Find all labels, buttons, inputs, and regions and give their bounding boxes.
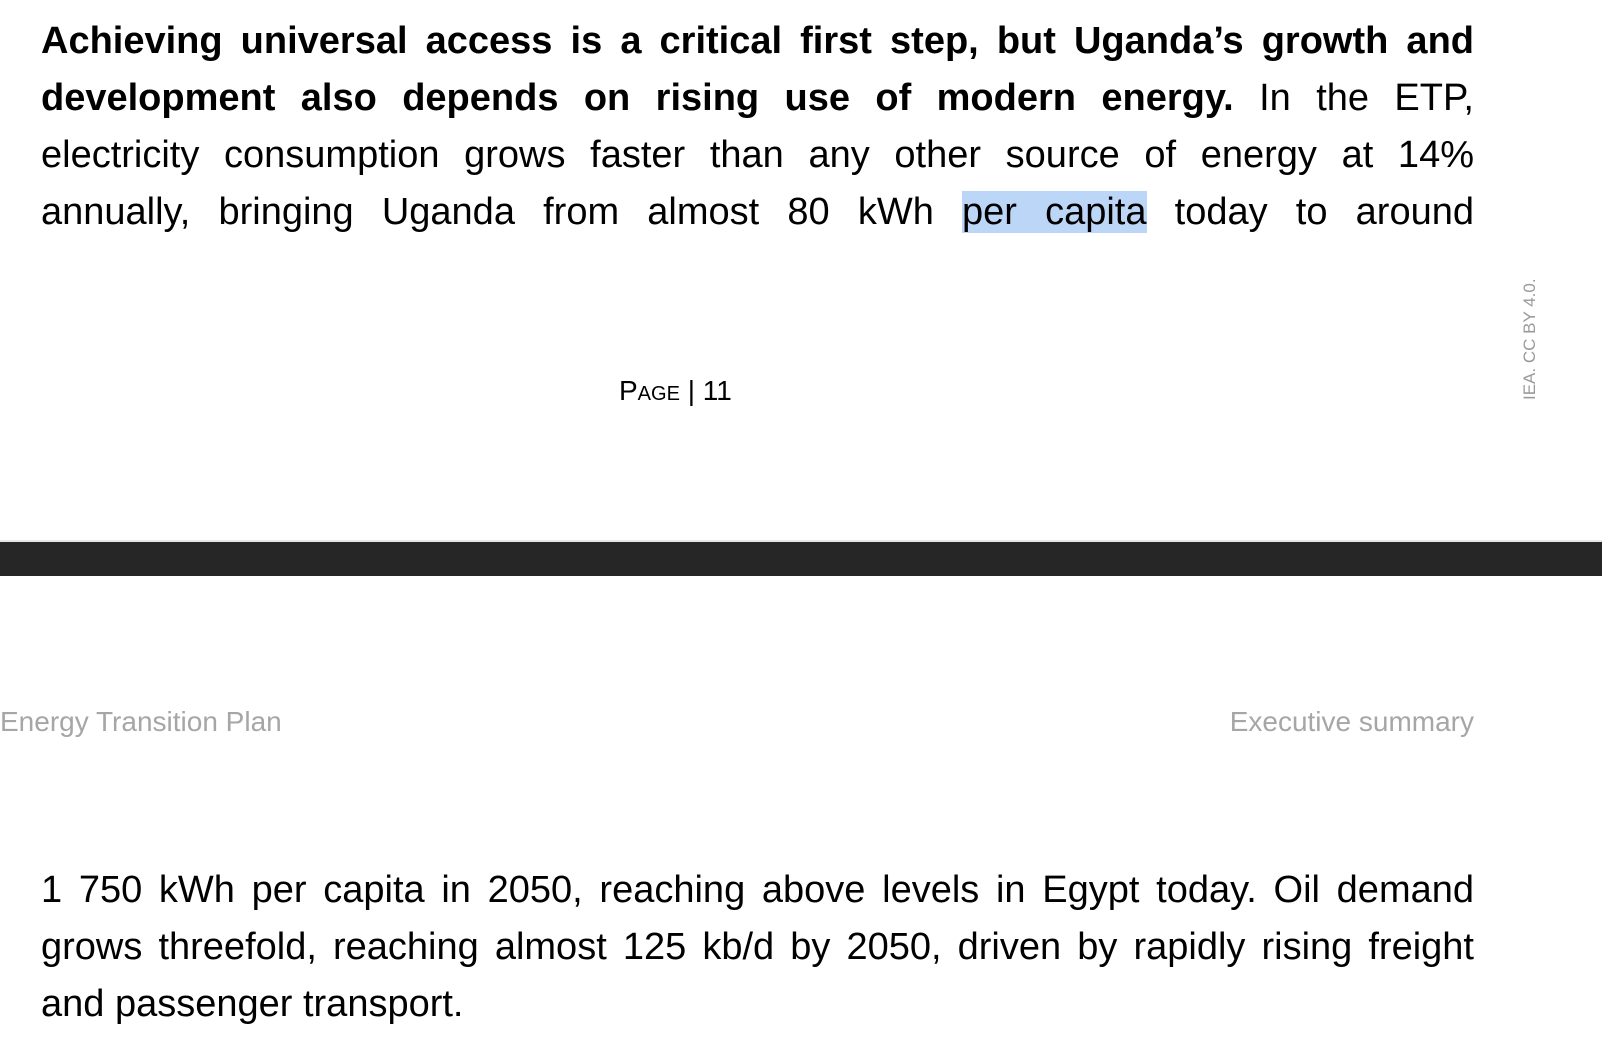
paragraph-line-1: Achieving universal access is a critical…	[41, 13, 1474, 70]
bold-lead-text-end: development also depends on rising use o…	[41, 77, 1234, 119]
paragraph-text: In the ETP,	[1233, 77, 1474, 119]
page-label: Page	[619, 375, 680, 406]
running-header-title: Energy Transition Plan	[0, 706, 282, 737]
body-paragraph: Achieving universal access is a critical…	[41, 13, 1474, 241]
license-credit: IEA. CC BY 4.0.	[1520, 278, 1539, 400]
bold-lead-text: Achieving universal access is a critical…	[41, 20, 1474, 62]
page-separator	[0, 540, 1602, 576]
page-label-separator: |	[679, 375, 703, 406]
selected-text-highlight[interactable]: per capita	[962, 191, 1147, 233]
paragraph-line-4: annually, bringing Uganda from almost 80…	[41, 184, 1474, 241]
paragraph-line-2: development also depends on rising use o…	[41, 70, 1474, 127]
page-11: Achieving universal access is a critical…	[41, 13, 1539, 407]
paragraph-text: annually, bringing Uganda from almost 80…	[41, 191, 962, 233]
page-number: 11	[702, 375, 732, 406]
paragraph-line-3: electricity consumption grows faster tha…	[41, 134, 1474, 176]
page-12	[0, 576, 1602, 1052]
running-header-section: Executive summary	[1229, 706, 1474, 737]
page-number-footer: Page | 11	[619, 375, 732, 407]
body-paragraph-continued: 1 750 kWh per capita in 2050, reaching a…	[41, 869, 1474, 1025]
paragraph-text: today to around	[1146, 191, 1474, 233]
